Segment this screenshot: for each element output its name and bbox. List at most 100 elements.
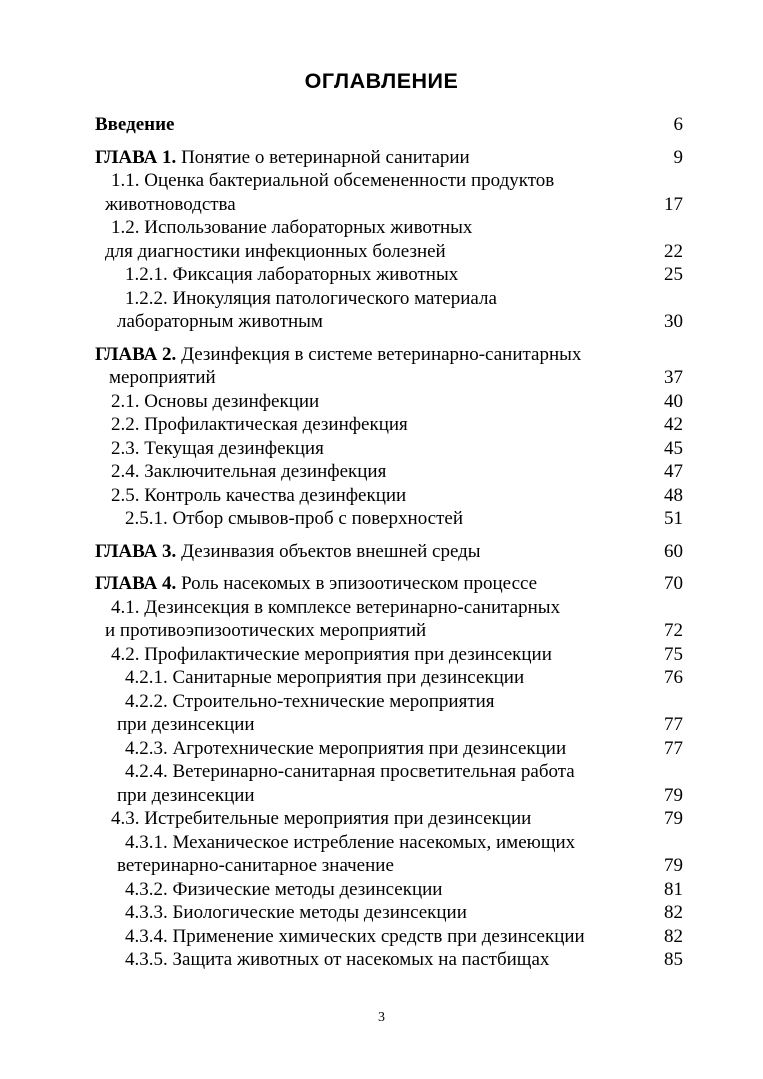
toc-entry-text: ГЛАВА 4. Роль насекомых в эпизоотическом… xyxy=(95,573,538,594)
toc-entry-text: 1.2.2. Инокуляция патологического матери… xyxy=(125,287,497,309)
toc-entry-text: лабораторным животным xyxy=(117,311,323,332)
toc-page-number: 37 xyxy=(664,367,683,388)
toc-row: мероприятий 37 xyxy=(95,366,683,390)
toc-page-number: 30 xyxy=(664,311,683,332)
toc-entry-text: 4.2. Профилактические мероприятия при де… xyxy=(111,643,552,665)
toc-row: животноводства 17 xyxy=(95,193,683,217)
toc-page-number: 82 xyxy=(664,925,683,947)
toc-page-number: 6 xyxy=(673,114,684,135)
toc-row: 4.2.2. Строительно-технические мероприят… xyxy=(95,690,683,714)
toc-page-number: 45 xyxy=(664,437,683,459)
toc-entry-bold-label: ГЛАВА 4. xyxy=(95,573,177,594)
toc-row: ГЛАВА 1. Понятие о ветеринарной санитари… xyxy=(95,146,683,170)
toc-entry-text: Введение xyxy=(95,113,649,137)
toc-entry-text: 4.3. Истребительные мероприятия при дези… xyxy=(111,808,532,829)
toc-row: 1.1. Оценка бактериальной обсемененности… xyxy=(95,169,683,193)
toc-entry-text: 4.3.2. Физические методы дезинсекции xyxy=(125,878,443,900)
toc-row: 4.3.5. Защита животных от насекомых на п… xyxy=(95,948,683,972)
toc-entry-text: при дезинсекции xyxy=(117,714,255,735)
toc-row: 4.3.4. Применение химических средств при… xyxy=(95,925,683,949)
toc-page-number: 47 xyxy=(664,461,683,482)
toc-row: 1.2.2. Инокуляция патологического матери… xyxy=(95,287,683,311)
toc-entry-text: 4.3.1. Механическое истребление насекомы… xyxy=(125,831,576,853)
toc-row: 4.2.1. Санитарные мероприятия при дезинс… xyxy=(95,666,683,690)
toc-page-number: 72 xyxy=(664,620,683,641)
toc-page-number: 48 xyxy=(664,484,683,506)
toc-entry-bold-label: Введение xyxy=(95,114,175,135)
toc-row: 4.2.3. Агротехнические мероприятия при д… xyxy=(95,737,683,761)
toc-row: 4.3. Истребительные мероприятия при дези… xyxy=(95,807,683,831)
toc-entry-text: для диагностики инфекционных болезней xyxy=(105,240,446,262)
toc-entry-bold-label: ГЛАВА 1. xyxy=(95,146,177,168)
toc-page-number: 75 xyxy=(664,643,683,665)
toc-row: 1.2. Использование лабораторных животных xyxy=(95,216,683,240)
toc-row: 2.3. Текущая дезинфекция 45 xyxy=(95,437,683,461)
toc-page-number: 76 xyxy=(664,667,683,688)
toc-entry-text: 1.2. Использование лабораторных животных xyxy=(111,217,473,238)
toc-page-number: 42 xyxy=(664,414,683,435)
toc-row: ветеринарно-санитарное значение 79 xyxy=(95,854,683,878)
toc-page-number: 85 xyxy=(664,949,683,970)
toc-entry-text: 2.3. Текущая дезинфекция xyxy=(111,437,324,459)
toc-page-number: 79 xyxy=(664,808,683,829)
toc-row: 4.1. Дезинсекция в комплексе ветеринарно… xyxy=(95,596,683,620)
toc-entry-text: ГЛАВА 1. Понятие о ветеринарной санитари… xyxy=(95,146,470,168)
toc-row: 4.2.4. Ветеринарно-санитарная просветите… xyxy=(95,760,683,784)
toc-entry-text: 4.2.4. Ветеринарно-санитарная просветите… xyxy=(125,761,575,782)
toc-page-number: 22 xyxy=(664,240,683,262)
toc-row: 2.1. Основы дезинфекции 40 xyxy=(95,390,683,414)
toc-row: 2.2. Профилактическая дезинфекция 42 xyxy=(95,413,683,437)
toc-page-number: 40 xyxy=(664,390,683,412)
toc-row: 4.2. Профилактические мероприятия при де… xyxy=(95,643,683,667)
toc-page-number: 79 xyxy=(664,784,683,806)
toc-entry-text: 2.1. Основы дезинфекции xyxy=(111,390,320,412)
toc-entry-text: ветеринарно-санитарное значение xyxy=(117,855,394,876)
toc-row: 2.5.1. Отбор смывов-проб с поверхностей 5… xyxy=(95,507,683,531)
toc-entry-text: 4.2.2. Строительно-технические мероприят… xyxy=(125,690,495,712)
footer-page-number: 3 xyxy=(378,1010,385,1025)
toc-entry-text: 1.2.1. Фиксация лабораторных животных xyxy=(125,264,459,285)
toc-entry-text: и противоэпизоотических мероприятий xyxy=(105,620,427,641)
toc-row: и противоэпизоотических мероприятий 72 xyxy=(95,619,683,643)
toc-page-number: 9 xyxy=(673,146,684,168)
toc-entry-text: 2.5. Контроль качества дезинфекции xyxy=(111,484,407,506)
toc-entry-text: при дезинсекции xyxy=(117,784,255,806)
toc-entry-text: ГЛАВА 3. Дезинвазия объектов внешней сре… xyxy=(95,540,481,562)
toc-entry-text: 1.1. Оценка бактериальной обсемененности… xyxy=(111,170,555,191)
toc-entry-bold-label: ГЛАВА 2. xyxy=(95,343,177,365)
toc-entry-text: 4.3.3. Биологические методы дезинсекции xyxy=(125,902,467,923)
toc-page-number: 60 xyxy=(664,540,683,562)
toc-row: для диагностики инфекционных болезней 22 xyxy=(95,240,683,264)
toc-entry-text: 4.1. Дезинсекция в комплексе ветеринарно… xyxy=(111,596,561,618)
toc-row: при дезинсекции 77 xyxy=(95,713,683,737)
toc-page-number: 51 xyxy=(664,508,683,529)
toc-row: 4.3.3. Биологические методы дезинсекции 8… xyxy=(95,901,683,925)
toc-entry-text: мероприятий xyxy=(109,367,216,388)
toc-page-number: 82 xyxy=(664,902,683,923)
toc-row: лабораторным животным 30 xyxy=(95,310,683,334)
toc-page-number: 25 xyxy=(664,264,683,285)
toc-row: 4.3.1. Механическое истребление насекомы… xyxy=(95,831,683,855)
toc-entry-text: 4.3.5. Защита животных от насекомых на п… xyxy=(125,949,550,970)
toc-entry-text: 2.5.1. Отбор смывов-проб с поверхностей xyxy=(125,508,464,529)
toc-row: при дезинсекции 79 xyxy=(95,784,683,808)
toc-row: 2.5. Контроль качества дезинфекции 48 xyxy=(95,484,683,508)
toc-entry-text: 4.2.3. Агротехнические мероприятия при д… xyxy=(125,737,567,759)
toc-page-number: 17 xyxy=(664,193,683,215)
toc-entry-text: 4.3.4. Применение химических средств при… xyxy=(125,925,585,947)
toc-row: 2.4. Заключительная дезинфекция 47 xyxy=(95,460,683,484)
page-title: ОГЛАВЛЕНИЕ xyxy=(304,69,459,93)
toc-page-number: 77 xyxy=(664,737,683,759)
toc-page-number: 79 xyxy=(664,855,683,876)
toc-entry-text: животноводства xyxy=(105,193,236,215)
toc-row: ГЛАВА 3. Дезинвазия объектов внешней сре… xyxy=(95,540,683,564)
toc-row: 4.3.2. Физические методы дезинсекции 81 xyxy=(95,878,683,902)
toc-entry-text: 2.4. Заключительная дезинфекция xyxy=(111,461,387,482)
table-of-contents: Введение 6 ГЛАВА 1. Понятие о ветеринарной… xyxy=(0,113,763,972)
toc-row: 1.2.1. Фиксация лабораторных животных 25 xyxy=(95,263,683,287)
toc-entry-text: 2.2. Профилактическая дезинфекция xyxy=(111,414,408,435)
toc-entry-text: 4.2.1. Санитарные мероприятия при дезинс… xyxy=(125,667,525,688)
toc-entry-bold-label: ГЛАВА 3. xyxy=(95,540,177,562)
toc-page-number: 70 xyxy=(664,573,683,594)
